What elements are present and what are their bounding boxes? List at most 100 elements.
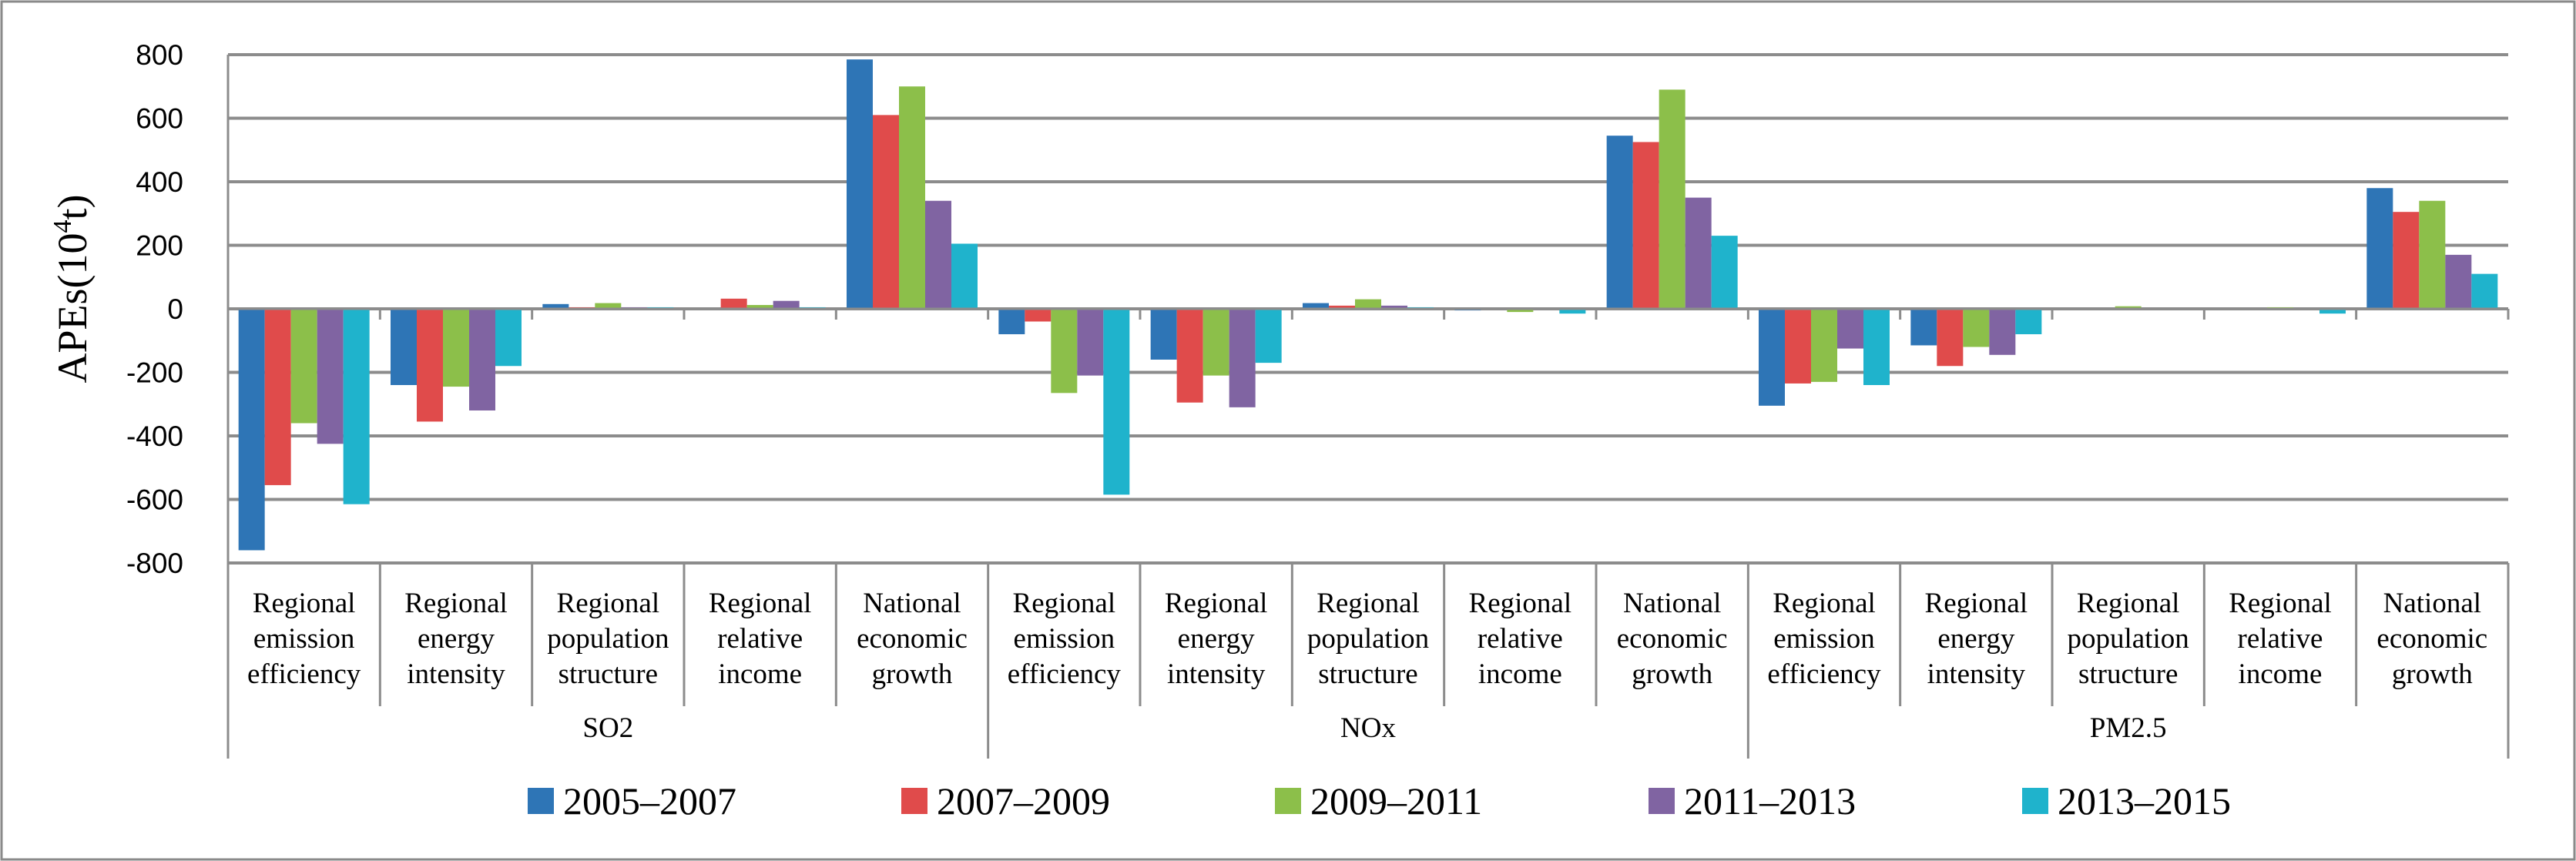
category-label-11-line-1: Regional xyxy=(1773,588,1876,619)
bar-2-5 xyxy=(873,115,899,309)
bar-1-11 xyxy=(1759,309,1785,406)
bar-5-5 xyxy=(951,243,978,309)
category-label-10-line-1: National xyxy=(1623,588,1721,619)
bar-3-6 xyxy=(1051,309,1078,394)
category-label-7-line-2: energy xyxy=(1178,623,1255,655)
bar-5-1 xyxy=(343,309,370,504)
bar-3-3 xyxy=(595,303,622,309)
category-label-11-line-2: emission xyxy=(1773,623,1875,655)
bar-2-11 xyxy=(1785,309,1811,384)
y-tick-label-4: 0 xyxy=(167,293,183,325)
bar-2-10 xyxy=(1632,142,1659,309)
bar-3-4 xyxy=(746,305,773,309)
category-label-3-line-3: structure xyxy=(558,658,658,690)
category-label-14-line-3: income xyxy=(2239,658,2323,690)
bar-4-6 xyxy=(1077,309,1104,376)
bar-4-12 xyxy=(1989,309,2016,355)
bar-2-12 xyxy=(1937,309,1964,367)
legend-label-3: 2009–2011 xyxy=(1310,779,1482,822)
bar-5-6 xyxy=(1103,309,1130,495)
category-label-2-line-1: Regional xyxy=(404,588,508,619)
bar-1-5 xyxy=(847,59,873,309)
category-label-8-line-1: Regional xyxy=(1317,588,1420,619)
bar-4-5 xyxy=(925,200,951,309)
category-label-13-line-1: Regional xyxy=(2077,588,2180,619)
category-label-9-line-2: relative xyxy=(1478,623,1563,655)
bar-4-10 xyxy=(1685,197,1712,309)
y-tick-label-7: 600 xyxy=(136,103,183,135)
bar-1-8 xyxy=(1303,303,1329,309)
bar-3-7 xyxy=(1202,309,1229,376)
bar-4-7 xyxy=(1229,309,1256,407)
bar-4-2 xyxy=(469,309,495,410)
category-label-7-line-1: Regional xyxy=(1165,588,1268,619)
bar-5-10 xyxy=(1711,236,1738,309)
bar-3-9 xyxy=(1507,309,1534,313)
bars-layer xyxy=(238,59,2498,551)
bar-5-9 xyxy=(1559,309,1586,314)
bar-1-15 xyxy=(2366,188,2393,309)
legend-label-5: 2013–2015 xyxy=(2058,779,2231,822)
category-label-8-line-3: structure xyxy=(1318,658,1417,690)
category-label-1-line-1: Regional xyxy=(253,588,356,619)
bar-4-11 xyxy=(1837,309,1863,349)
bar-3-12 xyxy=(1963,309,1990,347)
category-label-9-line-1: Regional xyxy=(1469,588,1572,619)
category-label-10-line-2: economic xyxy=(1617,623,1728,655)
category-label-13-line-2: population xyxy=(2068,623,2189,655)
bar-5-12 xyxy=(2015,309,2042,334)
category-label-13-line-3: structure xyxy=(2078,658,2178,690)
legend-label-2: 2007–2009 xyxy=(937,779,1110,822)
category-label-9-line-3: income xyxy=(1478,658,1562,690)
legend-label-4: 2011–2013 xyxy=(1684,779,1856,822)
bar-1-3 xyxy=(542,303,569,309)
y-tick-label-6: 400 xyxy=(136,166,183,198)
y-axis-label-sup: 4 xyxy=(49,219,77,233)
group-label-3: PM2.5 xyxy=(2090,712,2167,744)
category-label-12-line-1: Regional xyxy=(1925,588,2028,619)
legend-swatch-5 xyxy=(2022,788,2048,814)
bar-4-15 xyxy=(2445,254,2472,309)
bar-1-7 xyxy=(1150,309,1177,360)
bar-2-1 xyxy=(264,309,291,485)
category-label-2-line-3: intensity xyxy=(407,658,505,690)
bar-1-1 xyxy=(238,309,265,551)
y-tick-label-3: -200 xyxy=(126,357,183,389)
category-label-6-line-1: Regional xyxy=(1013,588,1116,619)
legend-swatch-1 xyxy=(528,788,554,814)
category-label-15-line-3: growth xyxy=(2392,658,2473,690)
legend-label-1: 2005–2007 xyxy=(563,779,736,822)
bar-3-13 xyxy=(2115,306,2142,309)
category-label-8-line-2: population xyxy=(1307,623,1429,655)
group-label-2: NOx xyxy=(1340,712,1396,744)
category-label-1-line-3: efficiency xyxy=(247,658,361,690)
bar-5-14 xyxy=(2319,309,2346,314)
category-label-4-line-1: Regional xyxy=(709,588,812,619)
bar-3-10 xyxy=(1659,89,1685,309)
bar-3-5 xyxy=(899,86,925,309)
category-label-11-line-3: efficiency xyxy=(1767,658,1881,690)
bar-5-7 xyxy=(1255,309,1282,363)
category-label-12-line-2: energy xyxy=(1937,623,2014,655)
bar-4-8 xyxy=(1381,305,1407,309)
category-label-14-line-1: Regional xyxy=(2229,588,2332,619)
category-label-6-line-3: efficiency xyxy=(1008,658,1122,690)
category-label-15-line-2: economic xyxy=(2376,623,2487,655)
category-label-6-line-2: emission xyxy=(1014,623,1115,655)
bar-1-10 xyxy=(1606,136,1633,309)
category-label-15-line-1: National xyxy=(2383,588,2481,619)
bar-5-15 xyxy=(2471,273,2498,309)
category-label-5-line-2: economic xyxy=(857,623,968,655)
category-label-2-line-2: energy xyxy=(418,623,495,655)
y-axis-label: APEs(104t) xyxy=(49,194,96,383)
legend-swatch-2 xyxy=(901,788,927,814)
bar-3-8 xyxy=(1355,299,1381,309)
y-tick-label-0: -800 xyxy=(126,548,183,579)
bar-1-2 xyxy=(391,309,417,385)
category-label-5-line-1: National xyxy=(863,588,961,619)
axis-layer xyxy=(226,55,2510,759)
legend-swatch-3 xyxy=(1275,788,1301,814)
bar-3-2 xyxy=(443,309,469,387)
